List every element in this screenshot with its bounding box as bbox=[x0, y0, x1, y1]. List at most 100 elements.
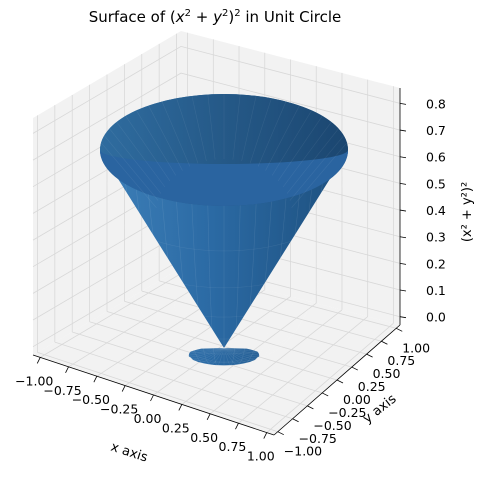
y-tick bbox=[381, 340, 388, 345]
title-exp: 2 bbox=[234, 8, 240, 19]
floor-gridline-y bbox=[124, 300, 352, 368]
surface-mesh-line bbox=[100, 157, 225, 350]
y-tick bbox=[351, 366, 358, 371]
x-tick bbox=[235, 423, 239, 430]
y-tick bbox=[277, 431, 284, 436]
x-tick bbox=[206, 413, 211, 420]
wall-gridline-z bbox=[32, 72, 401, 161]
y-tick-label: 1.00 bbox=[402, 340, 430, 355]
surface-mesh-line bbox=[291, 142, 348, 208]
y-tick-label: −0.75 bbox=[299, 431, 337, 446]
x-tick bbox=[263, 432, 268, 439]
y-tick bbox=[292, 418, 299, 423]
surface-mesh-line bbox=[223, 198, 287, 363]
floor-gridline-y bbox=[141, 290, 367, 355]
surface-mesh-line bbox=[282, 121, 332, 188]
surface-mesh-line bbox=[223, 184, 323, 358]
surface-mesh-line bbox=[277, 115, 323, 182]
x-tick-label: 0.50 bbox=[190, 430, 218, 445]
z-tick bbox=[399, 236, 407, 239]
z-tick-label: 0.2 bbox=[426, 256, 446, 271]
surface-mesh-line bbox=[161, 101, 191, 167]
surface-mesh-line bbox=[176, 98, 199, 164]
surface-mesh-line bbox=[109, 128, 162, 194]
surface-mesh-line bbox=[223, 177, 332, 356]
x-tick bbox=[121, 385, 126, 392]
surface-mesh-line bbox=[148, 194, 225, 362]
floor-gridline-y bbox=[54, 341, 293, 420]
x-tick bbox=[93, 376, 98, 383]
y-tick-label: 0.50 bbox=[373, 366, 401, 381]
title-plus: + bbox=[191, 8, 213, 26]
surface-mesh-line bbox=[126, 273, 322, 318]
surface-mesh-line bbox=[116, 177, 225, 356]
chart-title: Surface of (x2 + y2)2 in Unit Circle bbox=[89, 8, 342, 26]
surface-mesh-line bbox=[257, 101, 287, 167]
surface-mesh-line bbox=[191, 204, 225, 365]
x-tick bbox=[65, 366, 69, 373]
x-tick-label: 0.00 bbox=[134, 411, 162, 426]
surface-mesh-line bbox=[108, 198, 340, 252]
surface-mesh-line bbox=[223, 194, 300, 362]
surface-mesh-line bbox=[286, 128, 339, 194]
x-tick bbox=[36, 357, 41, 364]
axes: −1.00−0.75−0.50−0.250.000.250.500.751.00… bbox=[15, 88, 475, 466]
z-tick bbox=[399, 182, 407, 185]
surface-mesh-line bbox=[223, 205, 241, 366]
z-axis-label: (x² + y²)² bbox=[460, 182, 475, 242]
y-tick-label: 0.00 bbox=[343, 392, 371, 407]
surface-mesh-line bbox=[136, 299, 312, 340]
surface-mesh-line bbox=[136, 189, 225, 360]
surface-mesh-line bbox=[159, 333, 289, 364]
z-tick bbox=[399, 129, 407, 132]
floor-gridline-y bbox=[72, 331, 308, 407]
surface-mesh-line bbox=[190, 346, 258, 363]
z-tick bbox=[399, 262, 407, 265]
y-tick-label: 0.25 bbox=[358, 379, 386, 394]
y-tick-label: 0.75 bbox=[387, 353, 415, 368]
surface-mesh-line bbox=[241, 95, 257, 161]
surface-mesh-line bbox=[100, 142, 157, 208]
surface-mesh-line bbox=[161, 198, 225, 363]
surface-mesh-line bbox=[265, 105, 300, 171]
z-tick bbox=[399, 316, 407, 319]
surface-mesh-line bbox=[173, 342, 275, 366]
surface-mesh-line bbox=[191, 95, 207, 161]
surface-mesh-line bbox=[125, 115, 171, 182]
z-tick bbox=[399, 156, 407, 159]
y-tick bbox=[336, 379, 344, 384]
floor-gridline-y bbox=[106, 311, 338, 381]
surface-mesh-line bbox=[116, 121, 166, 188]
title-part: ) bbox=[228, 8, 234, 26]
z-tick-label: 0.3 bbox=[426, 230, 446, 245]
x-tick-label: 0.25 bbox=[162, 420, 190, 435]
surface-mesh-line bbox=[207, 205, 225, 366]
surface-mesh-line bbox=[147, 319, 301, 355]
x-tick bbox=[178, 404, 183, 411]
title-var-y: y bbox=[212, 8, 223, 26]
title-part: in Unit Circle bbox=[241, 8, 342, 26]
y-tick bbox=[366, 353, 373, 358]
surface-mesh-line bbox=[223, 189, 312, 360]
x-tick-label: −0.75 bbox=[43, 383, 81, 398]
surface-mesh-line bbox=[207, 94, 216, 160]
surface-mesh-line bbox=[109, 171, 225, 354]
title-var-x: x bbox=[175, 8, 185, 26]
x-axis-label: x axis bbox=[109, 440, 150, 466]
surface-mesh-line bbox=[223, 201, 272, 364]
surface-plot bbox=[100, 94, 348, 366]
floor-gridline-y bbox=[37, 352, 278, 433]
y-tick bbox=[396, 327, 403, 332]
z-tick-label: 0.0 bbox=[426, 310, 446, 325]
z-tick bbox=[399, 209, 407, 212]
y-tick-label: −0.50 bbox=[313, 418, 351, 433]
surface-mesh-line bbox=[103, 164, 225, 352]
x-tick bbox=[150, 394, 154, 402]
surface-mesh-line bbox=[223, 171, 339, 354]
surface-mesh-line bbox=[271, 110, 312, 176]
z-tick-label: 0.4 bbox=[426, 203, 446, 218]
surface-mesh-line bbox=[223, 157, 348, 350]
x-tick-label: −1.00 bbox=[15, 373, 53, 388]
y-tick-label: −1.00 bbox=[284, 444, 322, 459]
